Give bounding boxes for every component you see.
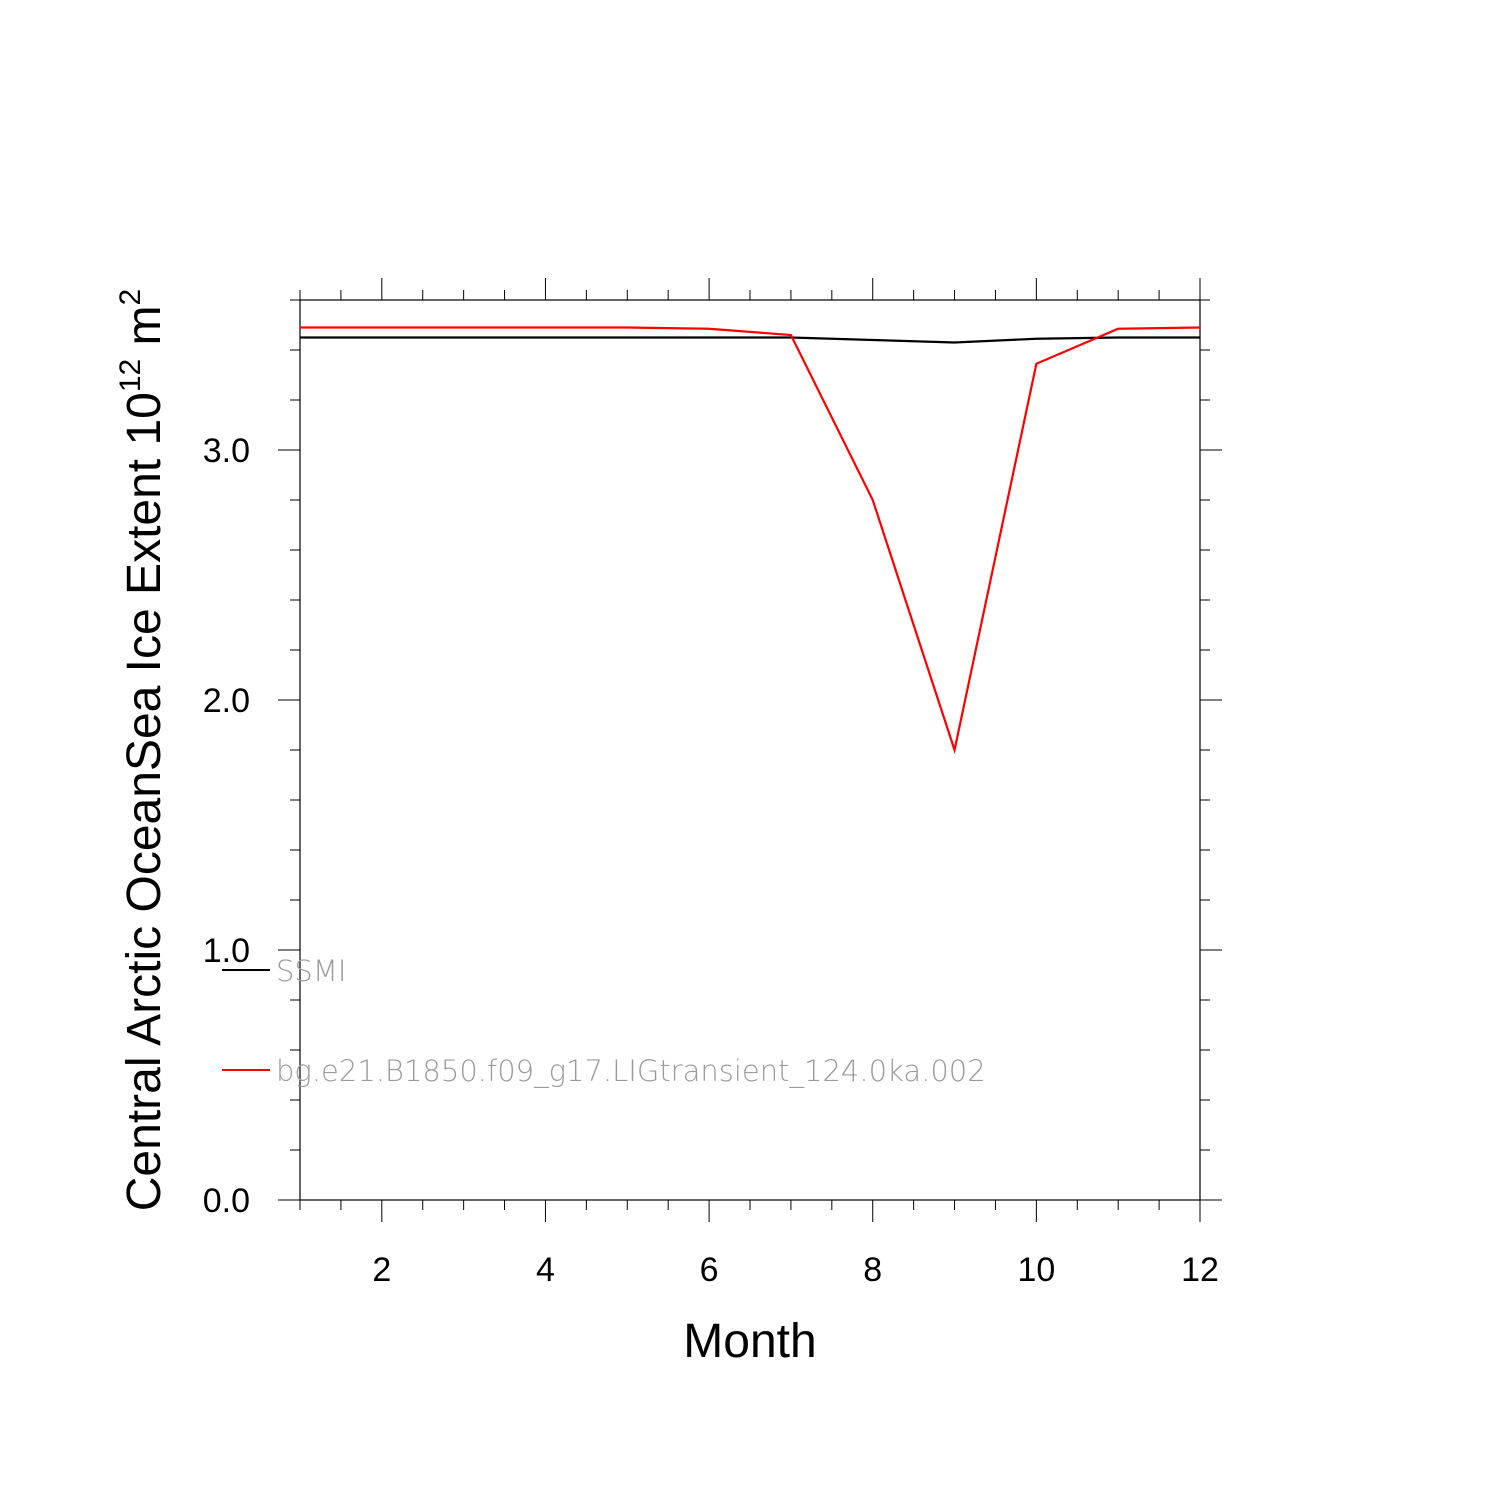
- y-axis-title-exponent: 12: [114, 359, 147, 392]
- legend: SSMI bg.e21.B1850.f09_g17.LIGtransient_1…: [222, 954, 986, 1089]
- y-axis-title: Central Arctic OceanSea Ice Extent 1012 …: [114, 289, 171, 1211]
- legend-label-ssmi: SSMI: [276, 954, 346, 988]
- y-axis-title-main: Central Arctic OceanSea Ice Extent 10: [118, 392, 171, 1211]
- x-axis-title: Month: [683, 1315, 816, 1368]
- y-tick-label: 3.0: [203, 432, 250, 470]
- legend-label-experiment: bg.e21.B1850.f09_g17.LIGtransient_124.0k…: [276, 1054, 986, 1089]
- x-tick-label: 2: [372, 1251, 391, 1289]
- y-tick-label: 1.0: [203, 932, 250, 970]
- series-line-ssmi: [300, 336, 1200, 344]
- y-tick-label: 0.0: [203, 1182, 250, 1220]
- y-axis-title-unit: m: [118, 305, 171, 358]
- x-tick-label: 10: [1017, 1251, 1055, 1289]
- x-tick-labels: 2 4 6 8 10 12: [372, 1251, 1219, 1289]
- x-tick-label: 8: [863, 1251, 882, 1289]
- axis-ticks: [278, 278, 1222, 1222]
- y-tick-labels: 0.0 1.0 2.0 3.0: [203, 432, 250, 1220]
- x-tick-label: 12: [1181, 1251, 1219, 1289]
- y-tick-label: 2.0: [203, 682, 250, 720]
- series-line-experiment: [300, 326, 1201, 755]
- y-axis-title-unit-exponent: 2: [114, 289, 147, 306]
- x-tick-label: 4: [536, 1251, 555, 1289]
- x-tick-label: 6: [700, 1251, 719, 1289]
- series-lines: [300, 326, 1201, 755]
